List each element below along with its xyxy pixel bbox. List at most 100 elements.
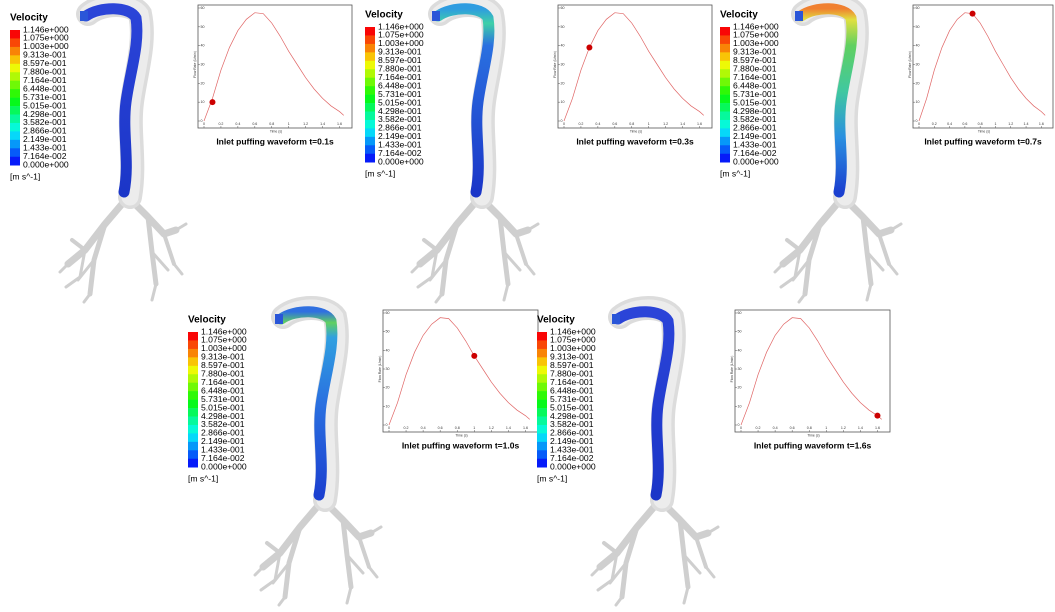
airway-branch [416, 248, 439, 289]
y-tick-label: 60 [386, 311, 390, 315]
airway-branch [596, 496, 664, 571]
colorbar-label: 1.075e+000 [733, 30, 779, 40]
colorbar-band [720, 43, 730, 53]
colorbar-unit: [m s^-1] [188, 473, 218, 483]
colorbar-label: 3.582e-001 [550, 419, 594, 429]
colorbar-label: 1.146e+000 [550, 326, 596, 336]
colorbar-label: 7.164e-002 [23, 151, 67, 161]
airway-branch [704, 565, 716, 579]
colorbar-band [365, 77, 375, 87]
x-tick-label: 0.6 [438, 426, 443, 430]
colorbar-band [537, 332, 547, 341]
airway-branch [345, 585, 353, 605]
airway-branch [773, 262, 785, 274]
inlet [80, 11, 88, 21]
colorbar-label: 1.146e+000 [378, 21, 424, 31]
y-tick-label: 40 [738, 348, 742, 352]
colorbar-band [720, 86, 730, 95]
colorbar-band [720, 111, 730, 121]
colorbar-label: 4.298e-001 [550, 411, 594, 421]
time-marker [874, 412, 881, 419]
airway-branch [839, 193, 895, 238]
colorbar-band [365, 60, 375, 70]
airway-branch [887, 262, 899, 276]
airway-branch [277, 595, 287, 607]
colorbar-label: 8.597e-001 [23, 58, 67, 68]
x-tick-label: 0 [563, 122, 565, 126]
y-tick-label: 50 [916, 25, 920, 29]
airway-branch [596, 551, 619, 592]
colorbar-label: 5.015e-001 [23, 100, 67, 110]
colorbar-label: 5.731e-001 [378, 89, 422, 99]
colorbar-label: 1.003e+000 [23, 41, 69, 51]
y-tick-label: 10 [916, 100, 920, 104]
colorbar-band [365, 52, 375, 62]
x-tick-label: 1.2 [841, 426, 846, 430]
x-tick-label: 0.2 [404, 426, 409, 430]
colorbar-label: 1.075e+000 [201, 335, 247, 345]
airway-branch [526, 222, 540, 232]
colorbar-title: Velocity [365, 10, 403, 21]
colorbar-label: 0.000e+000 [378, 156, 424, 166]
colorbar-band [188, 391, 198, 400]
y-tick-label: 60 [916, 6, 920, 10]
x-tick-label: 0.8 [807, 426, 812, 430]
colorbar-label: 5.015e-001 [550, 402, 594, 412]
x-tick-label: 1.6 [875, 426, 880, 430]
airway-branch [590, 565, 602, 577]
colorbar-band [720, 136, 730, 146]
colorbar-label: 7.880e-001 [378, 64, 422, 74]
x-tick-label: 1 [473, 426, 475, 430]
chart-title: Inlet puffing waveform t=1.6s [754, 440, 872, 450]
colorbar-label: 2.866e-001 [23, 126, 67, 136]
x-tick-label: 0.4 [773, 426, 778, 430]
airway-branch [865, 282, 873, 302]
colorbar-label: 3.582e-001 [733, 114, 777, 124]
colorbar-band [365, 111, 375, 121]
colorbar-band [720, 128, 730, 138]
x-tick-label: 1 [994, 122, 996, 126]
airway-branch [877, 232, 891, 266]
colorbar-label: 7.880e-001 [550, 369, 594, 379]
x-axis-label: Time (s) [270, 129, 282, 133]
colorbar-band [720, 153, 730, 163]
colorbar-label: 6.448e-001 [201, 385, 245, 395]
airway-branch [779, 193, 847, 268]
y-tick-label: 0 [386, 423, 388, 427]
airway-branch [172, 262, 184, 276]
colorbar-band [188, 441, 198, 451]
x-tick-label: 1.4 [680, 122, 685, 126]
colorbar-band [10, 38, 20, 48]
y-tick-label: 60 [201, 6, 205, 10]
inlet [432, 11, 440, 21]
y-tick-label: 20 [561, 81, 565, 85]
colorbar-band [188, 458, 198, 468]
y-tick-label: 30 [386, 367, 390, 371]
colorbar-label: 7.164e-002 [733, 148, 777, 158]
colorbar-band [10, 30, 20, 39]
colorbar-label: 7.164e-001 [378, 72, 422, 82]
colorbar-label: 7.164e-002 [378, 148, 422, 158]
colorbar-band [365, 35, 375, 45]
airway-model [773, 0, 903, 304]
colorbar-label: 9.313e-001 [733, 47, 777, 57]
colorbar-unit: [m s^-1] [720, 168, 750, 178]
colorbar-label: 9.313e-001 [201, 352, 245, 362]
colorbar-band [537, 374, 547, 383]
colorbar-band [720, 103, 730, 112]
colorbar-label: 5.015e-001 [378, 97, 422, 107]
y-tick-label: 10 [561, 100, 565, 104]
y-tick-label: 30 [916, 62, 920, 66]
colorbar-band [365, 86, 375, 95]
x-tick-label: 0.2 [218, 122, 223, 126]
colorbar-band [10, 46, 20, 56]
x-tick-label: 0.8 [978, 122, 983, 126]
colorbar-label: 2.866e-001 [550, 428, 594, 438]
inlet [612, 314, 620, 324]
airway-branch [319, 496, 375, 541]
colorbar-label: 7.164e-001 [550, 377, 594, 387]
colorbar-label: 1.433e-001 [550, 445, 594, 455]
colorbar-label: 5.731e-001 [550, 394, 594, 404]
colorbar-label: 7.164e-001 [23, 75, 67, 85]
